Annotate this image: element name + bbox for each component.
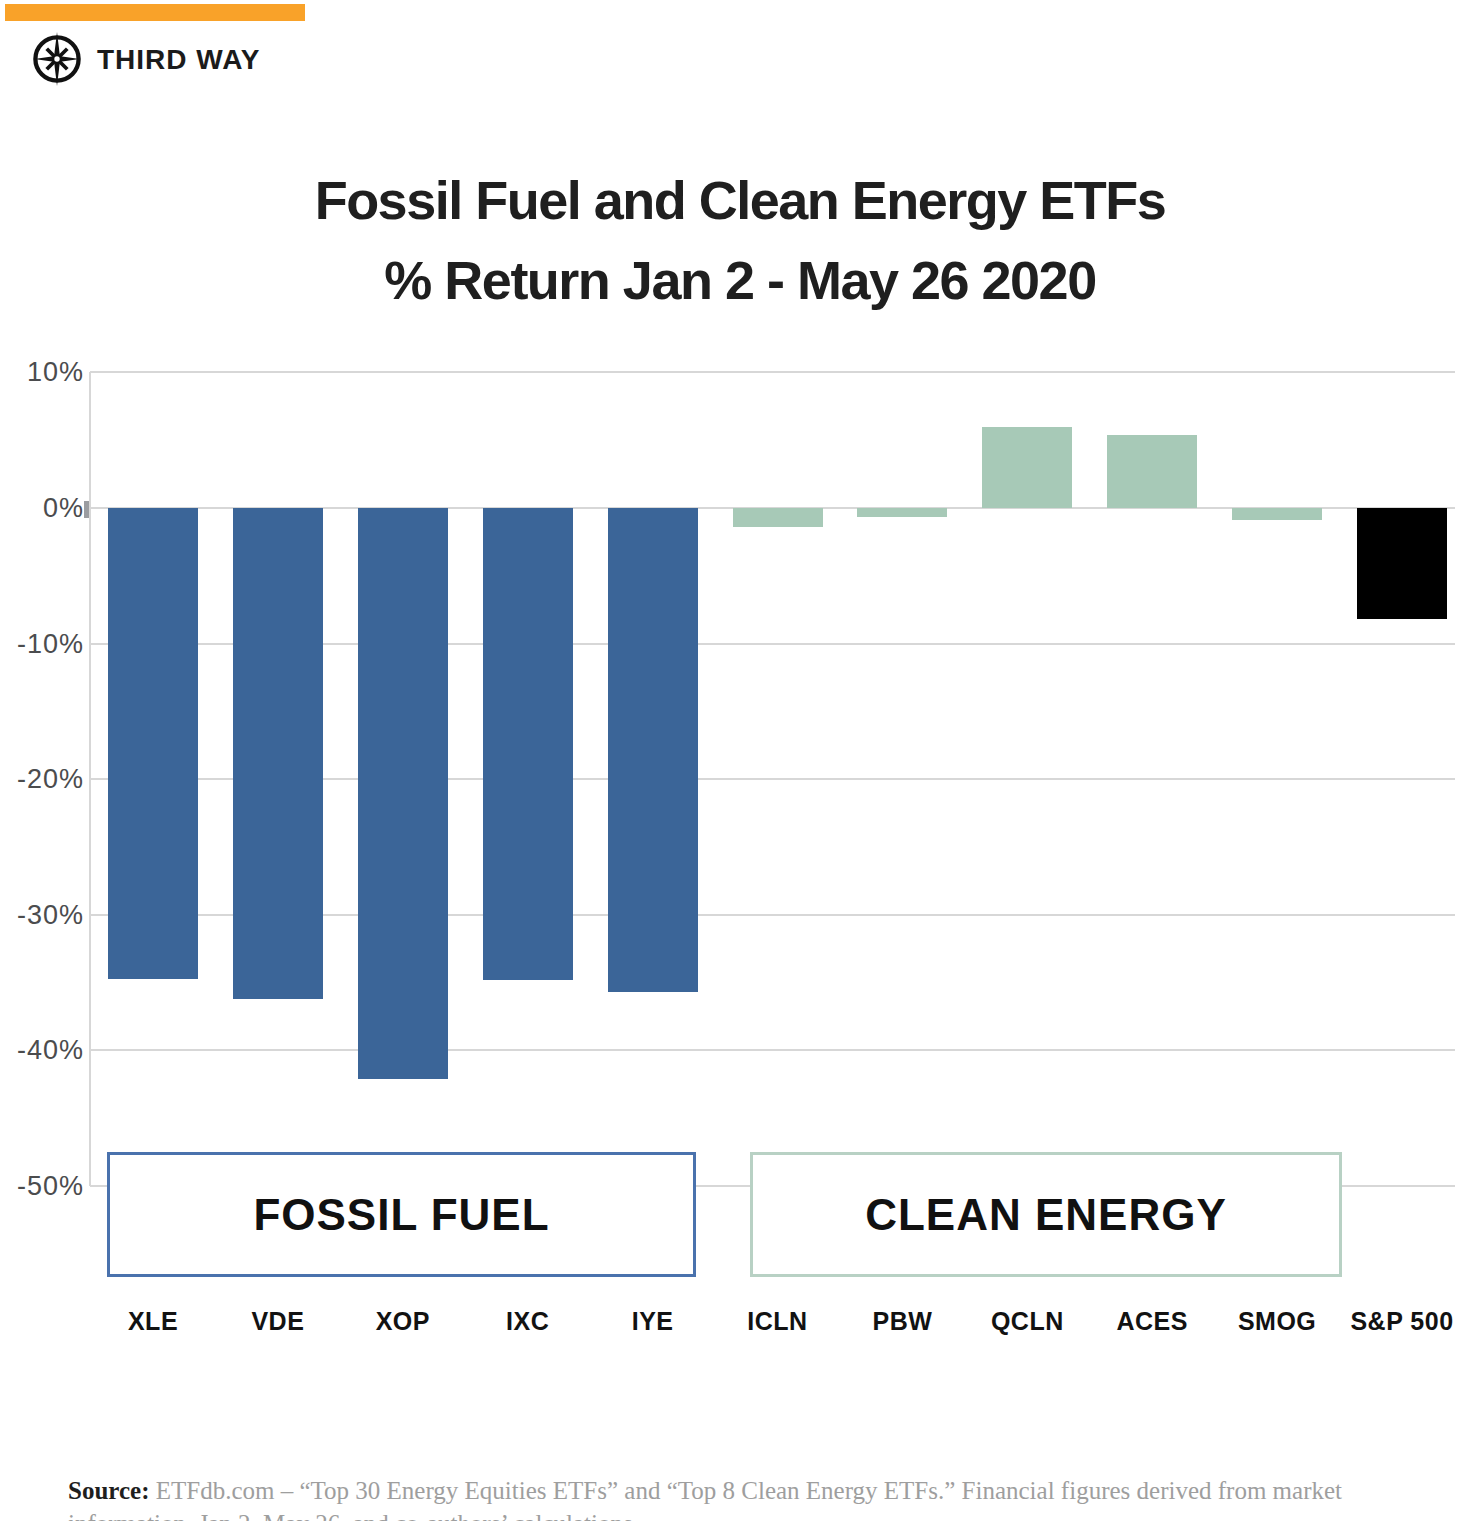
source-label: Source: [68, 1477, 149, 1504]
bar-VDE [233, 508, 323, 999]
x-axis-label-VDE: VDE [208, 1303, 348, 1339]
source-note: Source: ETFdb.com – “Top 30 Energy Equit… [68, 1474, 1378, 1521]
x-axis-label-IYE: IYE [583, 1303, 723, 1339]
bar-S&P 500 [1357, 508, 1447, 619]
bar-ICLN [733, 508, 823, 527]
bar-ACES [1107, 435, 1197, 508]
y-axis-tick-label: 0% [0, 493, 84, 523]
x-axis-label-ACES: ACES [1082, 1303, 1222, 1339]
gridline-10% [90, 371, 1455, 373]
bar-XLE [108, 508, 198, 979]
x-axis-label-S&P 500: S&P 500 [1332, 1303, 1472, 1339]
clean-energy-group-box: CLEAN ENERGY [750, 1152, 1342, 1277]
bar-IXC [483, 508, 573, 980]
zero-tick-mark [84, 501, 89, 518]
x-axis-label-ICLN: ICLN [708, 1303, 848, 1339]
x-axis-label-XOP: XOP [333, 1303, 473, 1339]
y-axis-tick-label: -30% [0, 900, 84, 930]
fossil-fuel-group-label: FOSSIL FUEL [253, 1190, 549, 1240]
y-axis-tick-label: -40% [0, 1035, 84, 1065]
y-axis-tick-label: -20% [0, 764, 84, 794]
x-axis-label-XLE: XLE [83, 1303, 223, 1339]
x-axis-label-PBW: PBW [832, 1303, 972, 1339]
y-axis-tick-label: 10% [0, 357, 84, 387]
y-axis-tick-label: -10% [0, 629, 84, 659]
gridline--40% [90, 1049, 1455, 1051]
source-text: ETFdb.com – “Top 30 Energy Equities ETFs… [68, 1477, 1342, 1521]
x-axis-label-IXC: IXC [458, 1303, 598, 1339]
bar-chart: 10% 0% -10% -20% -30% -40% -50% XLEVDEXOPIXCIYE… [0, 0, 1480, 1521]
bar-IYE [608, 508, 698, 992]
bar-XOP [358, 508, 448, 1079]
y-axis-tick-label: -50% [0, 1171, 84, 1201]
x-axis-label-SMOG: SMOG [1207, 1303, 1347, 1339]
y-axis-line [89, 372, 91, 1186]
bar-SMOG [1232, 508, 1322, 520]
bar-PBW [857, 508, 947, 517]
fossil-fuel-group-box: FOSSIL FUEL [107, 1152, 696, 1277]
bar-QCLN [982, 427, 1072, 508]
clean-energy-group-label: CLEAN ENERGY [865, 1190, 1227, 1240]
x-axis-label-QCLN: QCLN [957, 1303, 1097, 1339]
